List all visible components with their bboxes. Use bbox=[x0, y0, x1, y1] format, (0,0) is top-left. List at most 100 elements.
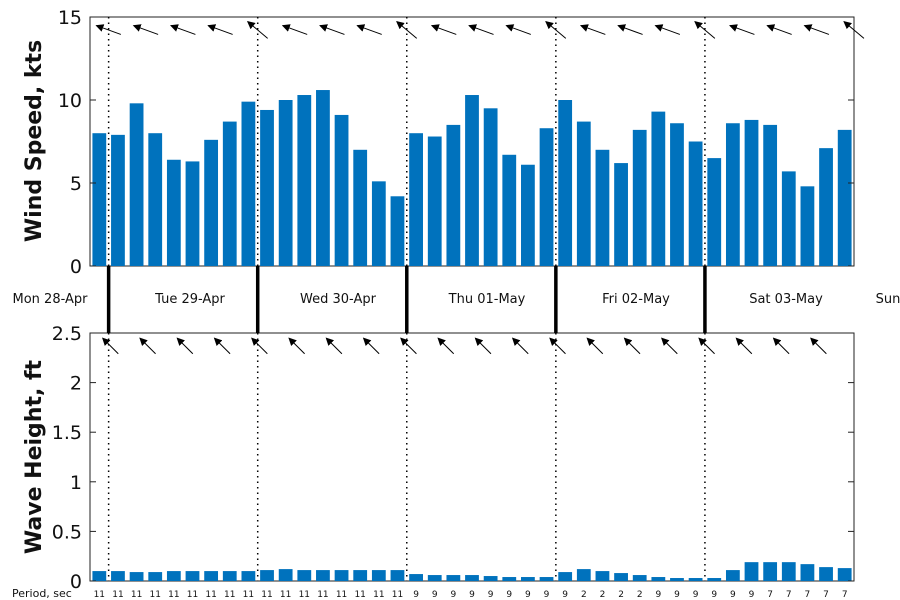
wind-y-ticks: 0 5 10 15 bbox=[58, 7, 854, 278]
wave-bar bbox=[316, 570, 330, 581]
wind-bar bbox=[614, 163, 628, 266]
wave-bar bbox=[781, 562, 796, 581]
wind-direction-arrow bbox=[430, 24, 457, 35]
wind-direction-arrow bbox=[207, 24, 233, 35]
wind-y-tick-label: 5 bbox=[70, 173, 82, 195]
wave-bar bbox=[465, 575, 479, 581]
wind-bar bbox=[260, 109, 274, 267]
wave-bar bbox=[707, 578, 722, 581]
wind-direction-arrow bbox=[766, 24, 792, 35]
wave-bar bbox=[111, 571, 125, 581]
day-band: Mon 28-Apr Tue 29-Apr Wed 30-Apr Thu 01-May… bbox=[13, 292, 900, 307]
period-value: 11 bbox=[168, 590, 179, 600]
wind-direction-arrow bbox=[617, 24, 643, 35]
day-label: Fri 02-May bbox=[602, 292, 670, 307]
wind-bar bbox=[670, 123, 684, 267]
wind-bar bbox=[427, 136, 442, 266]
wave-direction-arrow bbox=[661, 337, 678, 355]
wave-bar bbox=[166, 571, 181, 581]
period-value: 11 bbox=[336, 590, 347, 600]
period-value: 11 bbox=[94, 590, 105, 600]
period-value: 9 bbox=[525, 590, 531, 600]
period-value: 11 bbox=[261, 590, 272, 600]
wave-y-ticks: 0 0.5 1 1.5 2 2.5 bbox=[52, 323, 854, 593]
wind-direction-arrow bbox=[729, 24, 755, 35]
wind-direction-arrow bbox=[356, 24, 382, 35]
wind-direction-arrow bbox=[281, 24, 308, 35]
wind-direction-arrow bbox=[654, 24, 681, 35]
wind-bar bbox=[353, 149, 368, 266]
wind-direction-arrow bbox=[694, 21, 716, 39]
period-value: 11 bbox=[243, 590, 254, 600]
period-value: 7 bbox=[823, 590, 829, 600]
wave-y-tick-label: 2.5 bbox=[52, 323, 82, 345]
wave-bar bbox=[241, 571, 256, 581]
wave-bar bbox=[688, 578, 703, 581]
wave-direction-arrow bbox=[325, 337, 343, 355]
period-value: 9 bbox=[469, 590, 475, 600]
period-value: 2 bbox=[618, 590, 624, 600]
wave-bar bbox=[446, 575, 461, 581]
wave-direction-arrow bbox=[102, 337, 119, 355]
wave-bar bbox=[427, 575, 442, 581]
wind-y-tick-label: 10 bbox=[58, 90, 82, 112]
period-row: Period, sec 11 11 11 11 11 11 11 11 11 11 11 11 11 11… bbox=[12, 587, 848, 600]
period-value: 11 bbox=[317, 590, 328, 600]
wind-bar bbox=[204, 139, 219, 266]
wind-bar bbox=[539, 128, 554, 266]
wave-panel: 0 0.5 1 1.5 2 2.5 Wave Height, ft bbox=[22, 323, 855, 593]
wave-bar bbox=[353, 570, 368, 581]
wave-y-tick-label: 0.5 bbox=[52, 521, 82, 543]
wave-bar bbox=[483, 576, 498, 581]
wind-bar bbox=[371, 181, 386, 266]
wind-direction-arrow bbox=[505, 24, 531, 35]
wave-bar bbox=[371, 570, 386, 581]
wave-direction-arrow bbox=[586, 337, 604, 355]
wind-bar bbox=[595, 149, 610, 266]
wind-direction-arrow bbox=[803, 24, 830, 35]
wind-bar bbox=[707, 158, 722, 266]
wind-y-tick-label: 0 bbox=[70, 256, 82, 278]
wind-bar bbox=[166, 159, 181, 266]
period-value: 7 bbox=[805, 590, 811, 600]
period-value: 11 bbox=[112, 590, 123, 600]
wave-bar bbox=[260, 570, 274, 581]
wave-y-tick-label: 1 bbox=[70, 472, 82, 494]
wave-direction-arrow bbox=[362, 337, 380, 355]
period-value: 7 bbox=[842, 590, 848, 600]
wind-y-tick-label: 15 bbox=[58, 7, 82, 29]
wave-bar bbox=[576, 569, 591, 581]
wind-direction-arrow bbox=[579, 24, 606, 35]
period-value: 9 bbox=[711, 590, 717, 600]
wave-direction-arrow bbox=[400, 337, 417, 355]
wave-direction-arrow bbox=[623, 337, 641, 355]
wind-bar bbox=[92, 133, 107, 266]
period-value: 11 bbox=[224, 590, 235, 600]
wind-y-axis-label: Wind Speed, kts bbox=[22, 40, 47, 242]
wind-bar bbox=[334, 114, 349, 266]
day-label: Wed 30-Apr bbox=[300, 292, 377, 307]
day-label: Sat 03-May bbox=[749, 292, 823, 307]
wind-direction-arrow bbox=[396, 21, 418, 39]
wind-direction-arrow bbox=[95, 24, 122, 35]
wave-bar bbox=[502, 577, 517, 581]
wave-bar bbox=[837, 568, 852, 581]
period-value: 9 bbox=[655, 590, 661, 600]
period-value: 11 bbox=[354, 590, 365, 600]
wave-direction-arrow bbox=[474, 337, 492, 355]
wave-bar bbox=[614, 573, 628, 581]
wave-direction-arrow bbox=[139, 337, 156, 355]
wave-bars bbox=[92, 562, 852, 581]
wind-bar bbox=[316, 90, 330, 266]
wave-bar bbox=[334, 570, 349, 581]
day-separators bbox=[106, 17, 707, 581]
wave-bar bbox=[800, 564, 815, 581]
wave-bar bbox=[148, 572, 163, 581]
wind-bar bbox=[744, 119, 759, 266]
wave-direction-arrow bbox=[176, 337, 194, 355]
wind-bar bbox=[278, 100, 293, 266]
wave-bar bbox=[763, 562, 778, 581]
period-value: 11 bbox=[373, 590, 384, 600]
period-value: 11 bbox=[205, 590, 216, 600]
